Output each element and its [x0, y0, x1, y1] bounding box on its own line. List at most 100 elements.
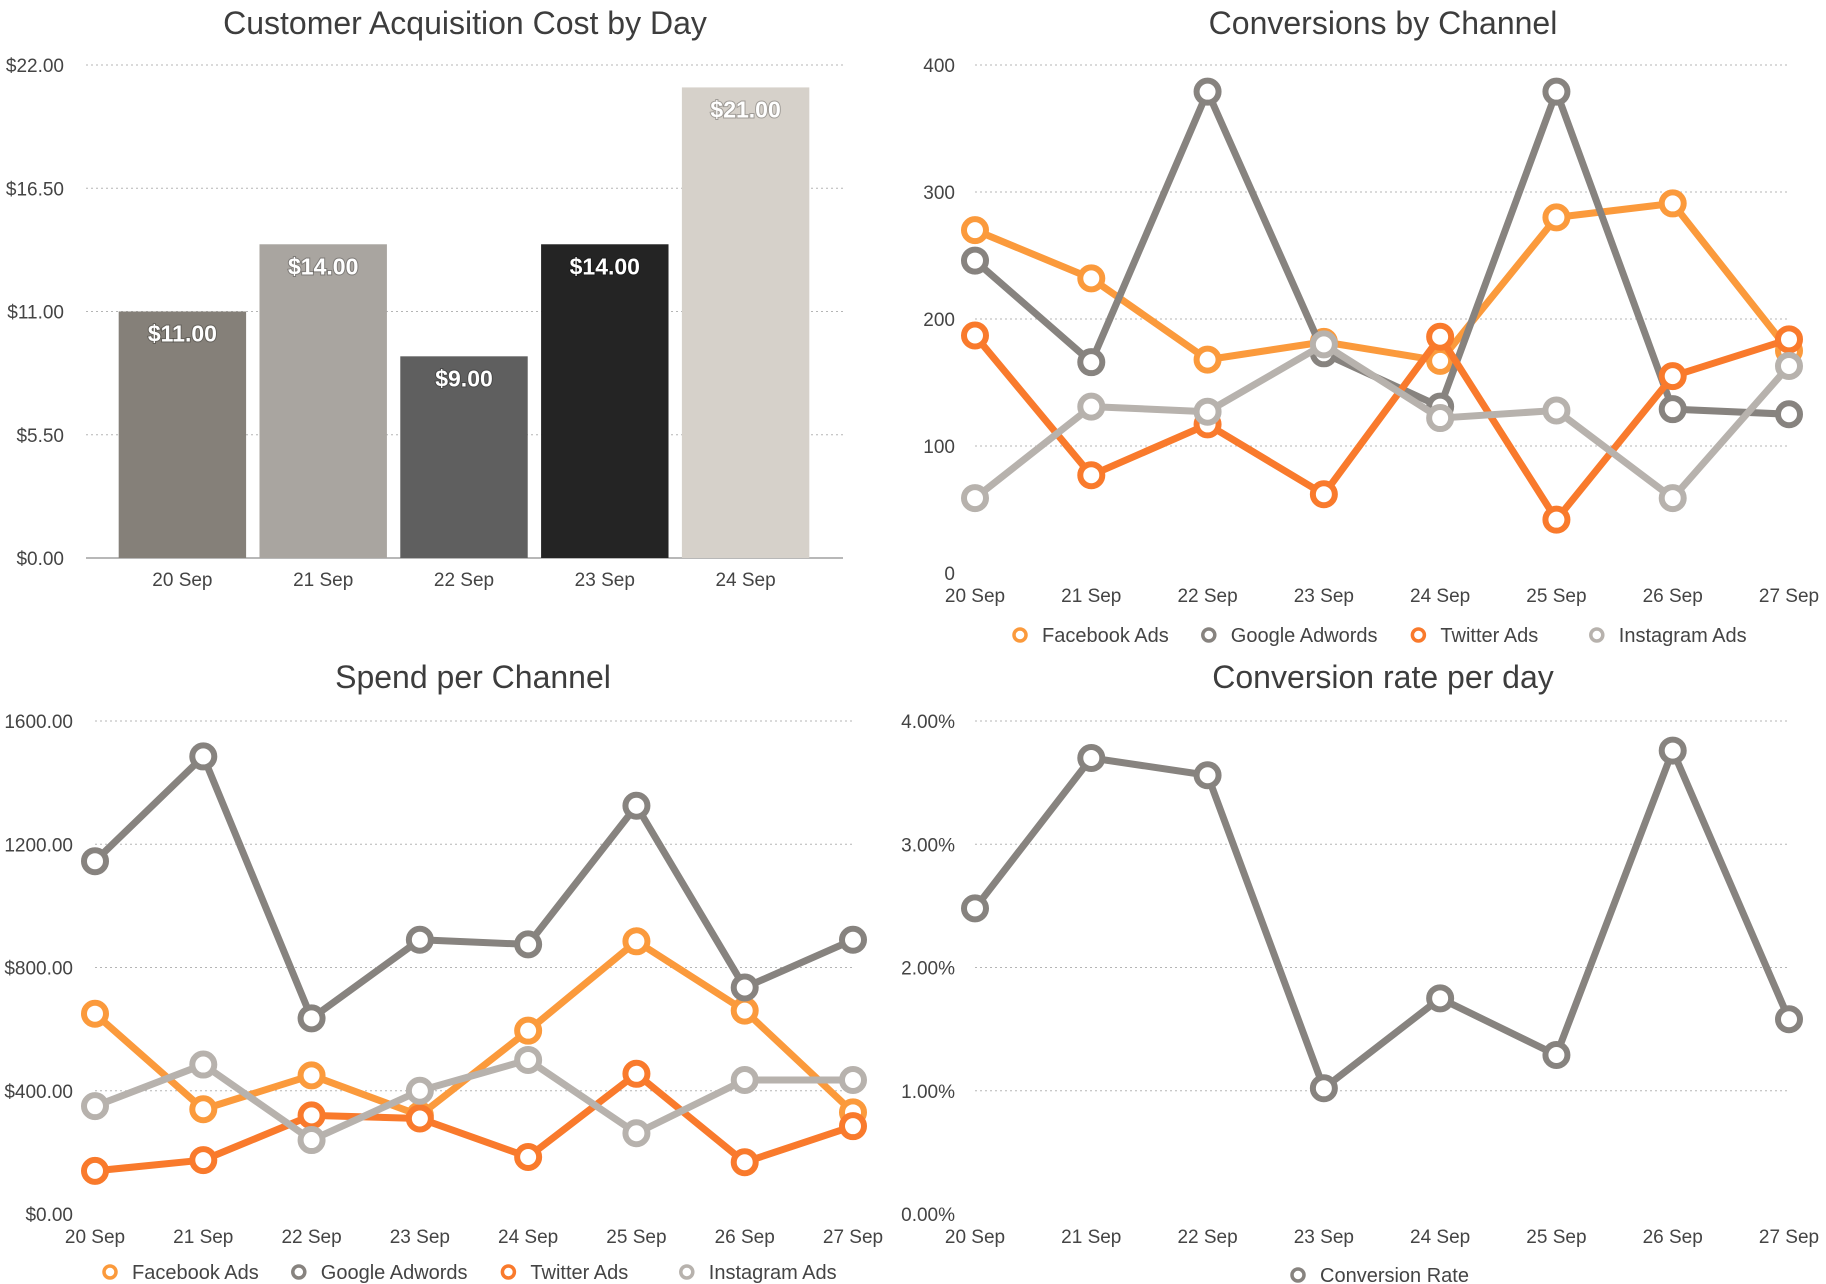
legend-item-conversion-rate: Conversion Rate: [1290, 1265, 1469, 1284]
x-tick-label: 20 Sep: [65, 1227, 125, 1248]
x-tick-label: 24 Sep: [498, 1227, 558, 1248]
y-tick-label: 2.00%: [901, 959, 955, 980]
data-point: [1658, 736, 1687, 765]
series-line: [971, 747, 1793, 1092]
legend-label: Google Adwords: [321, 1262, 468, 1284]
chart-customer-acquisition-cost-by-day: Customer Acquisition Cost by Day $0.00 $5.…: [6, 5, 843, 591]
data-point: [961, 321, 989, 350]
data-point: [514, 930, 543, 959]
chart-title: Conversion rate per day: [1212, 659, 1554, 695]
series-instagram-ads: [961, 330, 1803, 513]
x-tick-label: 25 Sep: [606, 1227, 666, 1248]
chart-title: Spend per Channel: [335, 659, 611, 695]
y-tick-label: $0.00: [25, 1205, 73, 1226]
data-point: [622, 1059, 651, 1088]
data-point: [1658, 395, 1687, 424]
x-tick-label: 24 Sep: [715, 570, 775, 591]
chart-title: Conversions by Channel: [1209, 5, 1558, 41]
y-tick-label: $5.50: [16, 426, 64, 447]
legend-item-google-adwords: Google Adwords: [291, 1262, 468, 1284]
legend-label: Facebook Ads: [132, 1262, 259, 1284]
series-facebook-ads: [81, 927, 867, 1130]
x-tick-label: 24 Sep: [1410, 1227, 1470, 1248]
data-point: [730, 1148, 759, 1177]
legend-marker-icon: [500, 1264, 517, 1280]
data-point: [1309, 480, 1338, 509]
data-point: [1658, 362, 1687, 391]
legend-item-twitter-ads: Twitter Ads: [500, 1262, 628, 1284]
y-tick-label: 200: [923, 310, 955, 331]
data-point: [1077, 392, 1106, 421]
x-tick-label: 24 Sep: [1410, 586, 1470, 607]
data-point: [1542, 396, 1571, 425]
y-tick-label: 1.00%: [901, 1082, 955, 1103]
data-point: [1077, 743, 1106, 772]
x-tick-label: 26 Sep: [715, 1227, 775, 1248]
data-point: [1542, 1041, 1571, 1070]
legend-marker-icon: [1012, 627, 1028, 643]
legend-item-google-adwords: Google Adwords: [1201, 625, 1378, 647]
data-point: [961, 894, 989, 923]
x-tick-label: 27 Sep: [1759, 1227, 1819, 1248]
data-point: [405, 925, 434, 954]
data-point: [730, 996, 759, 1025]
series-line: [91, 1056, 857, 1144]
legend-item-twitter-ads: Twitter Ads: [1410, 625, 1538, 647]
data-point: [514, 1016, 543, 1045]
data-point: [1775, 1005, 1803, 1034]
data-point: [514, 1045, 543, 1074]
data-point: [1658, 484, 1687, 513]
series-twitter-ads: [81, 1059, 867, 1185]
bar-22-sep: [400, 356, 528, 558]
series-line: [971, 199, 1793, 365]
data-point: [961, 216, 989, 245]
data-point: [961, 484, 989, 513]
data-point: [622, 927, 651, 956]
legend-label: Twitter Ads: [530, 1262, 628, 1284]
y-tick-label: 400: [923, 56, 955, 77]
data-point: [1542, 203, 1571, 232]
legend-label: Google Adwords: [1231, 625, 1378, 647]
data-point: [189, 1050, 218, 1079]
data-point: [297, 1126, 326, 1155]
data-point: [189, 1095, 218, 1124]
legend: Facebook Ads Google Adwords Twitter Ads Ins…: [102, 1262, 837, 1284]
x-tick-label: 26 Sep: [1643, 1227, 1703, 1248]
x-tick-label: 25 Sep: [1526, 586, 1586, 607]
y-tick-label: 1200.00: [4, 835, 73, 856]
y-tick-label: $800.00: [4, 959, 73, 980]
data-point: [189, 1146, 218, 1175]
bar-23-sep: [541, 244, 669, 559]
data-point: [1426, 322, 1455, 351]
data-point: [297, 1101, 326, 1130]
data-point: [1775, 325, 1803, 354]
legend-label: Conversion Rate: [1320, 1265, 1469, 1284]
series-line: [91, 1070, 857, 1175]
bar-value-label: $14.00: [570, 253, 640, 279]
data-point: [405, 1076, 434, 1105]
legend-label: Instagram Ads: [709, 1262, 837, 1284]
x-tick-label: 21 Sep: [293, 570, 353, 591]
y-tick-label: 4.00%: [901, 712, 955, 733]
data-point: [1658, 189, 1687, 218]
bar-value-label: $21.00: [710, 96, 780, 122]
data-point: [730, 1065, 759, 1094]
data-point: [81, 847, 109, 876]
y-tick-label: $16.50: [6, 179, 64, 200]
legend-marker-icon: [1410, 627, 1427, 643]
data-point: [297, 1004, 326, 1033]
data-point: [1775, 351, 1803, 380]
data-point: [189, 742, 218, 771]
series-conversion-rate: [961, 736, 1803, 1103]
y-tick-label: 1600.00: [4, 712, 73, 733]
data-point: [1193, 397, 1222, 426]
data-point: [1426, 984, 1455, 1013]
legend-label: Instagram Ads: [1619, 625, 1747, 647]
legend-marker-icon: [1290, 1267, 1306, 1283]
x-tick-label: 21 Sep: [1061, 586, 1121, 607]
data-point: [81, 1092, 109, 1121]
y-tick-label: $22.00: [6, 56, 64, 77]
data-point: [1077, 461, 1106, 490]
